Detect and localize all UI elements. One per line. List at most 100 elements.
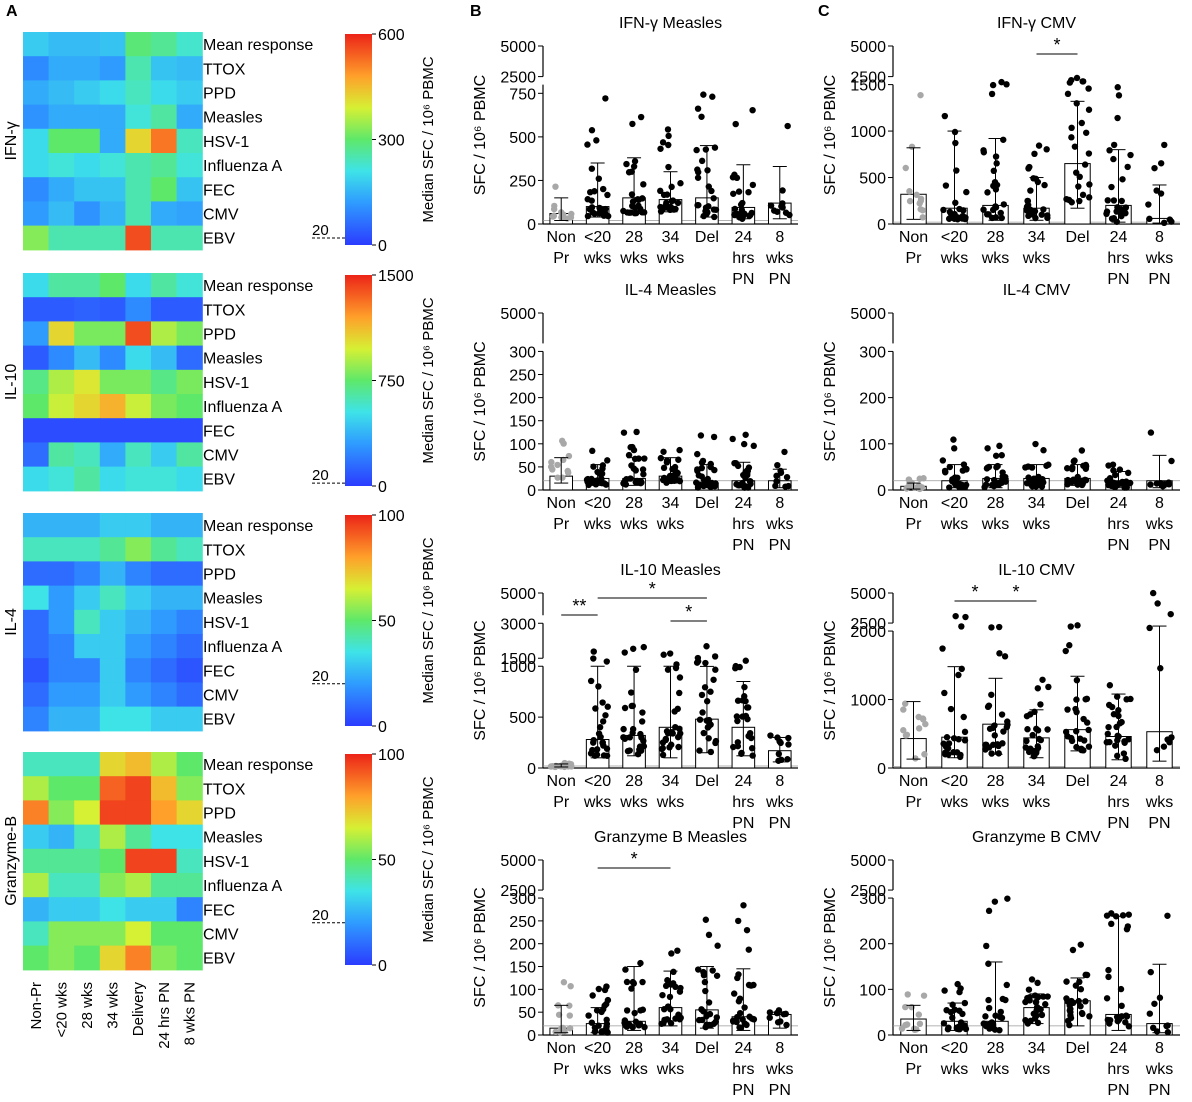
heatmap-cell (74, 682, 101, 708)
heatmap-cell (48, 634, 75, 659)
x-tick-label: wks (981, 250, 1010, 267)
y-tick-label: 200 (509, 391, 536, 408)
heatmap-cell (23, 80, 50, 106)
heatmap-cell (48, 776, 75, 801)
heatmap-cell (176, 945, 203, 971)
x-tick-label: 8 (775, 229, 784, 246)
heatmap-cell (74, 321, 101, 347)
data-point (1106, 738, 1113, 746)
data-point (750, 1016, 758, 1023)
data-point (592, 705, 599, 712)
data-point (988, 624, 995, 631)
data-point (903, 485, 910, 492)
heatmap-cell (151, 945, 178, 971)
data-point (1031, 992, 1039, 999)
data-point (1085, 85, 1092, 92)
data-point (627, 689, 635, 696)
data-point (1004, 718, 1011, 725)
data-point (702, 146, 710, 153)
data-point (694, 174, 702, 181)
data-point (595, 683, 602, 690)
data-point (703, 643, 710, 650)
x-tick-label: wks (656, 1061, 685, 1078)
x-tick-label: wks (656, 250, 685, 267)
data-point (1080, 78, 1087, 85)
colorbar-tick-label: 1500 (378, 268, 414, 285)
data-point (1045, 461, 1052, 468)
heatmap-cell (74, 824, 101, 850)
data-point (1073, 708, 1080, 716)
data-point (958, 623, 965, 630)
data-point (983, 942, 990, 950)
data-point (957, 751, 964, 759)
y-tick-label: 500 (509, 710, 536, 727)
data-point (1104, 730, 1112, 738)
data-point (1126, 479, 1134, 487)
data-point (775, 750, 783, 758)
heatmap-cell (125, 128, 152, 154)
data-point (988, 1019, 996, 1026)
heatmap-cell (151, 104, 178, 130)
heatmap-cell (176, 104, 203, 130)
heatmap-cell (176, 153, 203, 178)
data-point (999, 473, 1006, 480)
data-point (661, 1006, 668, 1013)
heatmap-cell (23, 177, 50, 202)
y-tick-label: 200 (509, 937, 536, 954)
heatmap-row-label: HSV-1 (203, 134, 249, 151)
heatmap-cell (99, 800, 126, 826)
data-point (672, 723, 679, 731)
x-tick-label: Pr (906, 1061, 923, 1078)
heatmap-cell (99, 561, 126, 587)
data-point (991, 732, 998, 739)
data-point (733, 481, 740, 488)
x-tick-label: wks (1022, 1061, 1051, 1078)
data-point (1000, 728, 1007, 735)
data-point (915, 1011, 923, 1018)
y-tick-label: 200 (859, 391, 886, 408)
data-point (767, 202, 775, 209)
heatmap-cell (23, 201, 50, 227)
heatmap-column-label: Delivery (130, 982, 147, 1037)
heatmap-cell (23, 442, 50, 468)
data-point (631, 158, 639, 165)
heatmap-cell (151, 345, 178, 371)
data-point (784, 122, 791, 130)
data-point (916, 1020, 924, 1028)
chart-title: IL-4 Measles (625, 282, 717, 299)
heatmap-cell (125, 945, 152, 971)
heatmap-cell (48, 418, 75, 443)
data-point (712, 666, 719, 673)
data-point (635, 202, 642, 209)
data-point (589, 992, 596, 999)
x-tick-label: 34 (1028, 495, 1046, 512)
data-point (1086, 1013, 1093, 1020)
data-point (1161, 481, 1168, 488)
data-point (740, 440, 748, 448)
data-point (740, 902, 747, 909)
data-point (993, 160, 1000, 167)
heatmap-cell (48, 177, 75, 202)
data-point (1023, 479, 1031, 487)
data-point (694, 467, 701, 475)
data-point (1024, 726, 1031, 733)
data-point (1105, 462, 1112, 469)
data-point (982, 1013, 989, 1020)
data-point (1153, 480, 1161, 487)
data-point (985, 1004, 993, 1012)
heatmap-cell (176, 800, 203, 826)
data-point (954, 214, 962, 221)
heatmap-cytokine-label: IL-4 (3, 608, 20, 636)
y-tick-label: 0 (527, 483, 536, 500)
data-point (713, 972, 721, 979)
data-point (586, 206, 593, 213)
x-tick-label: wks (656, 516, 685, 533)
heatmap-cell (74, 945, 101, 971)
colorbar-tick-label: 0 (378, 238, 387, 255)
data-point (1062, 647, 1069, 655)
data-point (903, 731, 911, 739)
colorbar-label: Median SFC / 10⁶ PBMC (420, 297, 437, 463)
data-point (1106, 682, 1114, 689)
heatmap-cell (151, 921, 178, 947)
data-point (1073, 696, 1080, 703)
